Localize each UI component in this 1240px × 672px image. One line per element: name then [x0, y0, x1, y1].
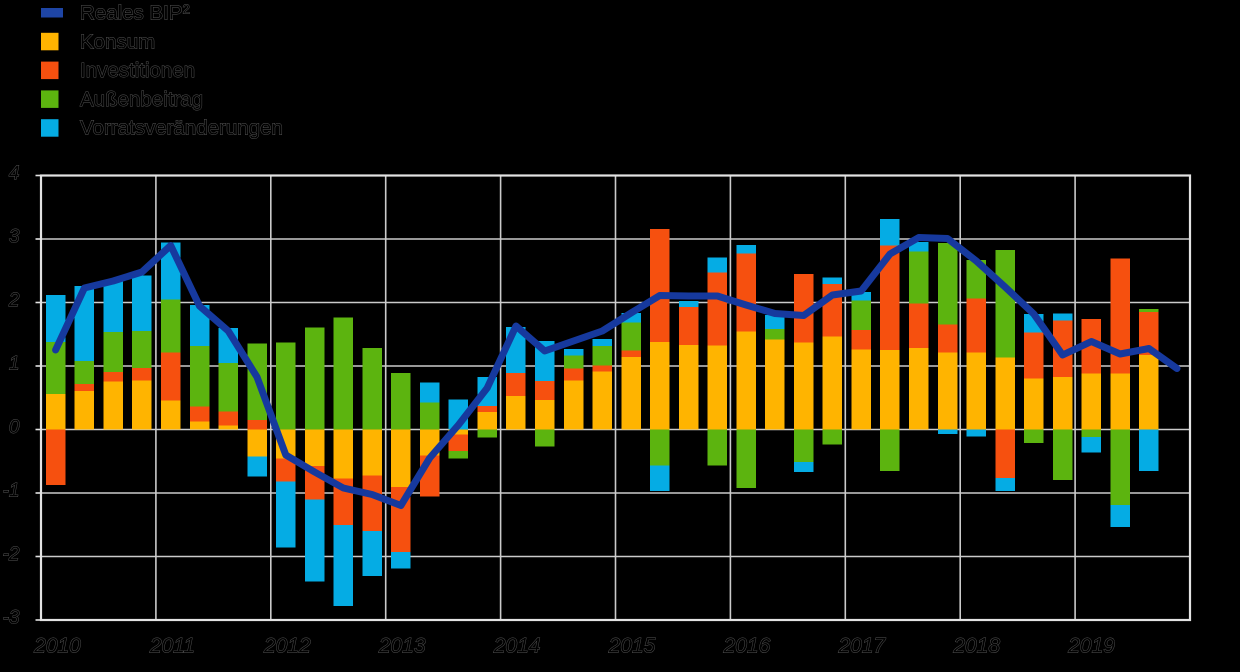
svg-text:0: 0: [9, 417, 20, 438]
svg-text:Investitionen: Investitionen: [80, 59, 195, 82]
svg-text:-1: -1: [3, 481, 20, 502]
svg-text:2010: 2010: [33, 635, 81, 658]
svg-text:-2: -2: [3, 544, 20, 565]
svg-text:Außenbeitrag: Außenbeitrag: [80, 88, 203, 111]
svg-text:2016: 2016: [723, 635, 771, 658]
svg-text:2018: 2018: [952, 635, 1000, 658]
svg-text:Vorratsveränderungen: Vorratsveränderungen: [80, 117, 283, 140]
svg-text:Konsum: Konsum: [80, 30, 155, 53]
svg-text:-3: -3: [3, 608, 20, 629]
svg-text:2014: 2014: [493, 635, 541, 658]
svg-text:2012: 2012: [263, 635, 311, 658]
svg-text:4: 4: [9, 163, 20, 184]
svg-text:2: 2: [8, 290, 20, 311]
svg-text:2017: 2017: [837, 635, 886, 658]
svg-text:Reales BIP2: Reales BIP2: [80, 2, 190, 25]
svg-text:3: 3: [9, 227, 20, 248]
svg-text:1: 1: [9, 354, 20, 375]
svg-text:2019: 2019: [1067, 635, 1115, 658]
svg-text:2013: 2013: [378, 635, 426, 658]
svg-text:2015: 2015: [608, 635, 656, 658]
svg-text:2011: 2011: [149, 635, 195, 658]
